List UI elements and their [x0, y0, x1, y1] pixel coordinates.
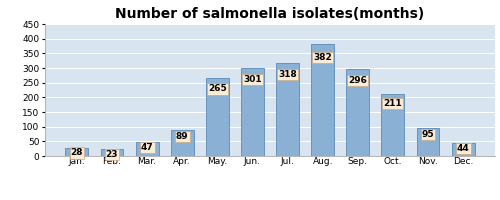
Bar [346, 69, 369, 156]
Bar [452, 143, 474, 156]
Text: 44: 44 [457, 144, 469, 153]
Text: 23: 23 [106, 150, 118, 159]
Text: 89: 89 [176, 132, 188, 141]
Text: 211: 211 [384, 99, 402, 108]
Title: Number of salmonella isolates(months): Number of salmonella isolates(months) [116, 7, 424, 21]
Text: 318: 318 [278, 70, 297, 79]
Text: 265: 265 [208, 84, 227, 93]
Bar [416, 128, 440, 156]
Text: 95: 95 [422, 130, 434, 139]
Bar [276, 63, 299, 156]
Text: 28: 28 [70, 148, 83, 157]
Text: 47: 47 [140, 143, 153, 152]
Text: 382: 382 [314, 53, 332, 62]
Text: 301: 301 [243, 75, 262, 84]
Text: 296: 296 [348, 76, 367, 85]
Bar [241, 68, 264, 156]
Bar [171, 130, 194, 156]
Bar [100, 149, 124, 156]
Bar [136, 142, 158, 156]
Bar [66, 148, 88, 156]
Bar [382, 94, 404, 156]
Bar [206, 78, 229, 156]
Bar [312, 44, 334, 156]
